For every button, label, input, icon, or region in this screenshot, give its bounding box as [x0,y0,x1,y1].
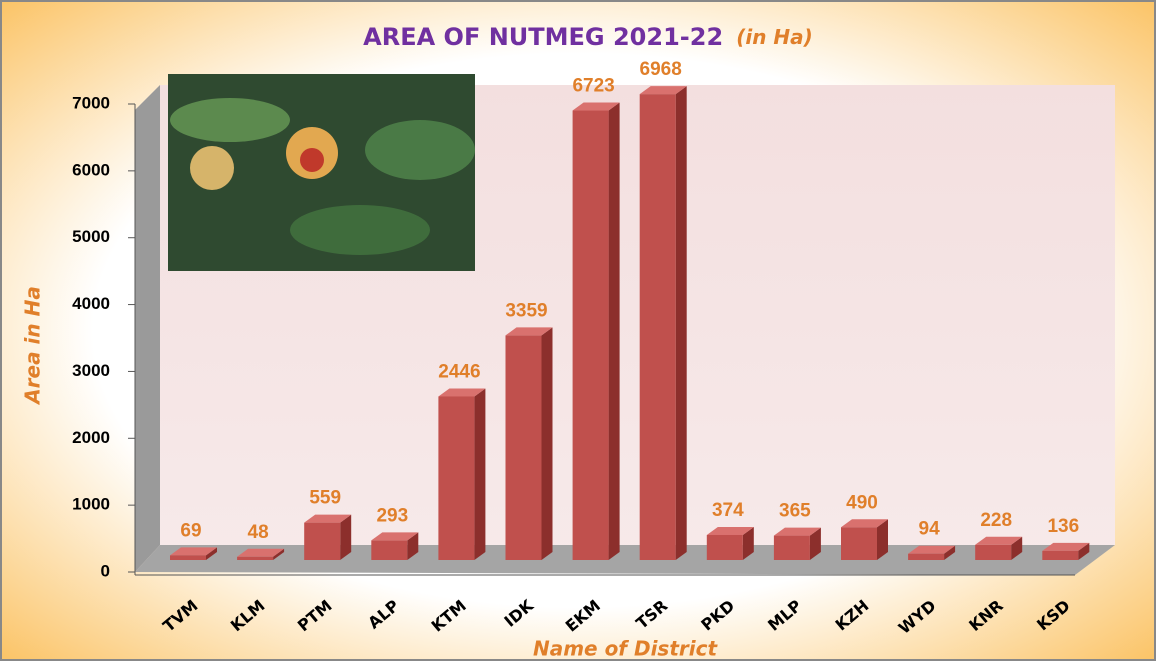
value-label: 6968 [640,59,682,80]
bar [706,526,754,560]
value-label: 228 [980,510,1012,531]
y-tick-label: 0 [101,561,110,580]
bar-front [237,556,274,560]
value-label: 69 [180,520,201,541]
bar [438,388,486,560]
bar-top [639,86,687,95]
photo [168,74,475,271]
bar-side [407,532,419,560]
y-axis-label: Area in Ha [21,286,45,406]
bar-front [170,555,206,560]
bar [975,536,1023,560]
bar-top [773,527,821,536]
bar-top [908,545,956,554]
chart-title: AREA OF NUTMEG 2021-22 (in Ha) [363,23,813,51]
bar-top [706,526,754,535]
bar [304,514,352,560]
bar-front [304,522,341,560]
bar-top [170,547,217,556]
bar [505,327,553,560]
value-label: 136 [1047,516,1079,537]
value-label: 365 [779,501,811,522]
value-label: 94 [919,519,941,540]
bar [1042,542,1090,560]
y-tick-label: 3000 [72,361,110,380]
bar-side [1078,542,1090,560]
bar [908,545,956,560]
value-label: 6723 [572,76,614,97]
y-tick-label: 2000 [72,428,110,447]
bar-front [706,534,743,560]
value-label: 374 [712,500,744,521]
bar-side [809,527,821,560]
bar-top [1042,542,1090,551]
bar-side [474,388,486,560]
value-label: 559 [309,488,341,509]
bar-front [371,540,408,560]
bar-front [908,553,945,560]
bar-front [1042,550,1079,560]
bar-top [371,532,419,541]
bar-top [438,388,486,397]
bar-side [273,548,285,560]
value-label: 490 [846,492,878,513]
bar-side [675,86,687,560]
title-unit: (in Ha) [736,25,813,49]
bar-side [206,547,217,560]
value-label: 2446 [438,361,480,382]
bar-side [1011,536,1023,560]
title: AREA OF NUTMEG 2021-22 [363,23,723,51]
bar-top [975,536,1023,545]
bar [237,548,285,560]
bar [170,547,217,560]
bar-top [304,514,352,523]
bar-front [975,544,1012,560]
side-wall [135,85,160,572]
bar-front [773,535,810,560]
bar-front [639,94,676,560]
bar-side [340,514,352,560]
bar [371,532,419,560]
bar-side [541,327,553,560]
y-tick-label: 4000 [72,294,110,313]
bar-front [505,335,542,560]
value-label: 3359 [505,300,547,321]
y-tick-label: 6000 [72,160,110,179]
bar-top [237,548,285,557]
y-tick-label: 7000 [72,93,110,112]
bar [572,102,620,560]
bar [841,519,888,560]
bar-front [438,396,475,560]
bar [639,86,687,560]
bar-front [572,110,609,560]
bar-top [572,102,620,111]
bar-top [841,519,888,528]
bar-top [505,327,553,336]
value-label: 48 [248,522,269,543]
value-label: 293 [376,505,408,526]
y-tick-label: 1000 [72,495,110,514]
bar [773,527,821,560]
x-axis-label: Name of District [533,637,719,661]
bar-side [877,519,888,560]
y-tick-label: 5000 [72,227,110,246]
bar-front [841,527,877,560]
bar-side [944,545,956,560]
bar-side [742,526,754,560]
bar-side [608,102,620,560]
